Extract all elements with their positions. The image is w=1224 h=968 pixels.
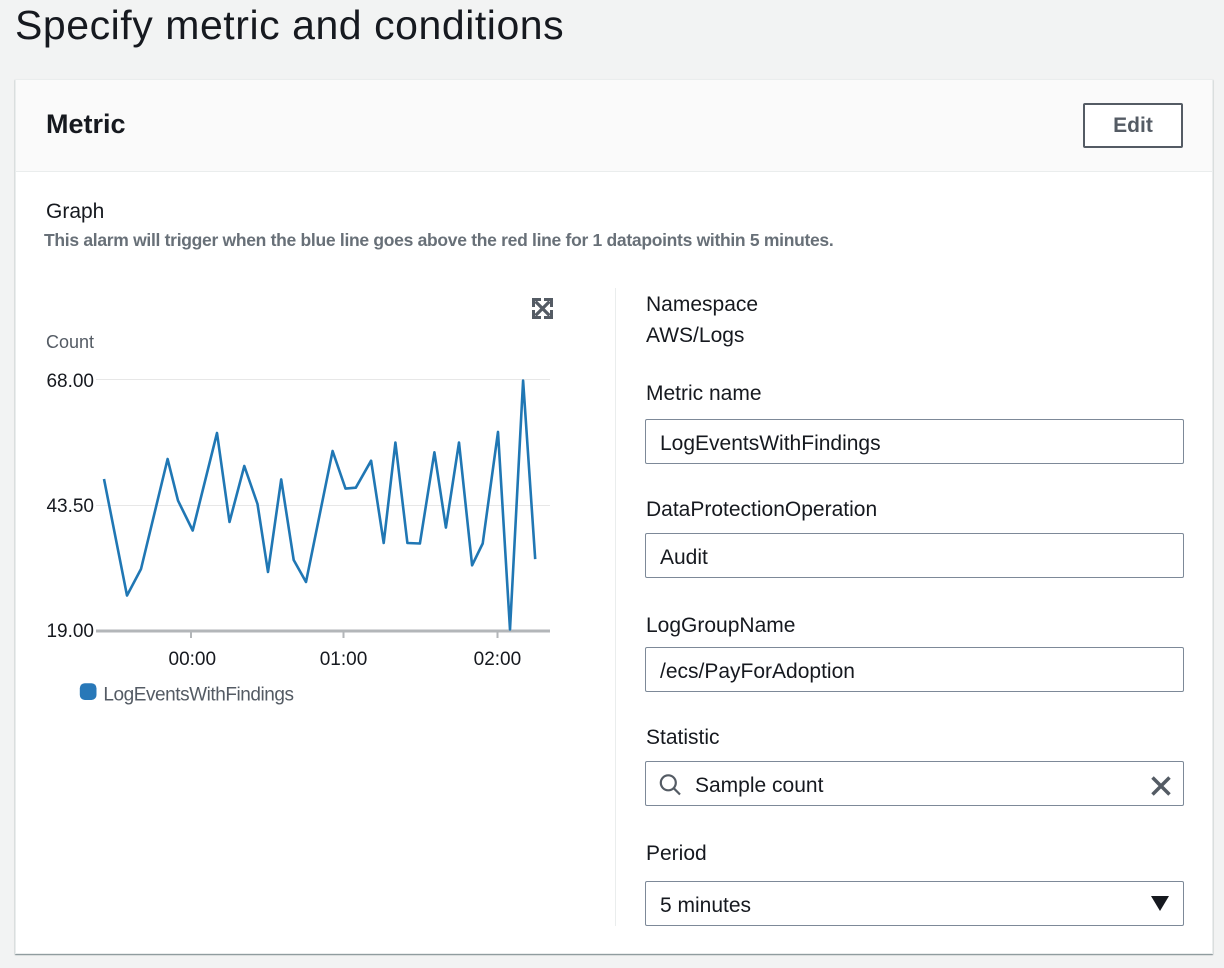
svg-text:19.00: 19.00 (46, 621, 94, 642)
svg-text:LogEventsWithFindings: LogEventsWithFindings (103, 684, 293, 705)
svg-text:Count: Count (46, 332, 94, 352)
svg-text:00:00: 00:00 (169, 649, 217, 670)
svg-text:01:00: 01:00 (320, 649, 368, 670)
svg-text:43.50: 43.50 (46, 496, 94, 517)
svg-text:02:00: 02:00 (474, 649, 522, 670)
svg-text:68.00: 68.00 (46, 371, 94, 392)
